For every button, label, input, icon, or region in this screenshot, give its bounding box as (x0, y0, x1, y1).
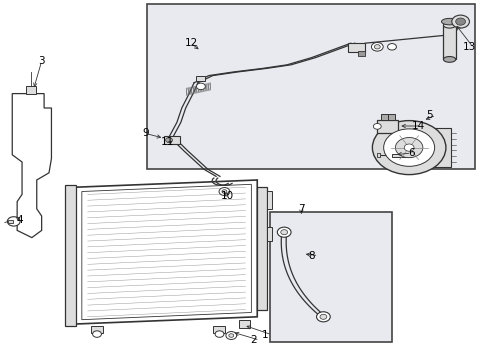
Circle shape (404, 144, 414, 151)
Polygon shape (65, 185, 76, 326)
Ellipse shape (443, 22, 456, 28)
Bar (239, 320, 250, 328)
Circle shape (229, 334, 234, 337)
Bar (358, 51, 365, 56)
Bar (147, 4, 475, 169)
Bar (213, 326, 225, 333)
Text: 13: 13 (463, 42, 476, 52)
Circle shape (277, 227, 291, 237)
Bar (196, 76, 205, 81)
Bar (392, 154, 411, 157)
Circle shape (452, 15, 469, 28)
Circle shape (373, 123, 381, 129)
Text: 12: 12 (184, 38, 198, 48)
Text: 14: 14 (412, 121, 425, 131)
Circle shape (222, 190, 227, 193)
Circle shape (395, 138, 423, 158)
Text: 9: 9 (143, 128, 149, 138)
Text: 10: 10 (221, 191, 234, 201)
Circle shape (388, 44, 396, 50)
Circle shape (166, 138, 172, 143)
Bar (8, 220, 13, 223)
Circle shape (281, 230, 288, 235)
Circle shape (196, 83, 205, 90)
Polygon shape (12, 94, 51, 238)
Circle shape (371, 42, 383, 51)
Circle shape (317, 312, 330, 322)
Bar (26, 86, 36, 94)
Bar (348, 43, 365, 52)
Bar (91, 326, 103, 333)
Bar (164, 136, 180, 144)
Text: 3: 3 (38, 56, 45, 66)
Bar (443, 25, 456, 59)
Text: 8: 8 (309, 251, 316, 261)
Circle shape (7, 217, 20, 226)
Text: 6: 6 (408, 148, 415, 158)
Polygon shape (82, 184, 251, 320)
Text: 7: 7 (298, 204, 305, 214)
Circle shape (456, 18, 466, 25)
Bar (377, 153, 380, 157)
Text: 4: 4 (16, 215, 23, 225)
Bar (267, 191, 272, 209)
Bar (377, 120, 398, 133)
Polygon shape (257, 187, 267, 310)
Circle shape (384, 129, 435, 166)
Polygon shape (76, 180, 257, 324)
Ellipse shape (441, 18, 458, 25)
Bar (270, 212, 392, 342)
Bar (381, 114, 388, 120)
Bar (421, 128, 451, 167)
Circle shape (93, 331, 101, 337)
Ellipse shape (443, 57, 456, 62)
Circle shape (374, 45, 380, 49)
Text: 11: 11 (161, 137, 174, 147)
Text: 5: 5 (426, 110, 433, 120)
Circle shape (320, 314, 327, 319)
Text: 1: 1 (262, 330, 269, 340)
Circle shape (372, 121, 446, 175)
Circle shape (226, 332, 237, 339)
Text: 2: 2 (250, 335, 257, 345)
Bar (388, 114, 395, 120)
Circle shape (215, 331, 224, 337)
Circle shape (219, 188, 230, 195)
Bar (267, 227, 272, 241)
